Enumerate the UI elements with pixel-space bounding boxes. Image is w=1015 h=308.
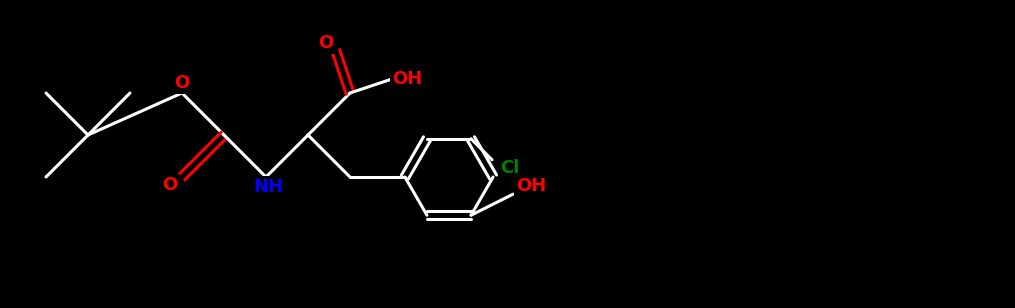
Text: O: O <box>162 176 178 194</box>
Text: O: O <box>175 74 190 92</box>
Text: NH: NH <box>253 178 283 196</box>
Text: OH: OH <box>392 70 422 88</box>
Text: O: O <box>319 34 334 52</box>
Text: Cl: Cl <box>500 159 520 177</box>
Text: OH: OH <box>516 177 546 195</box>
